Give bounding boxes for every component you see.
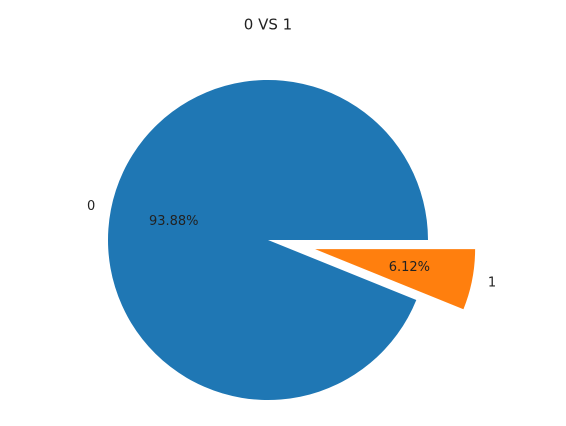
chart-title: 0 VS 1	[244, 16, 292, 34]
pie-slice	[315, 249, 476, 310]
slice-label: 1	[488, 275, 496, 290]
value-label: 6.12%	[389, 260, 430, 275]
pie-slice	[108, 80, 428, 401]
slice-label: 0	[87, 199, 95, 214]
value-label: 93.88%	[149, 214, 199, 229]
